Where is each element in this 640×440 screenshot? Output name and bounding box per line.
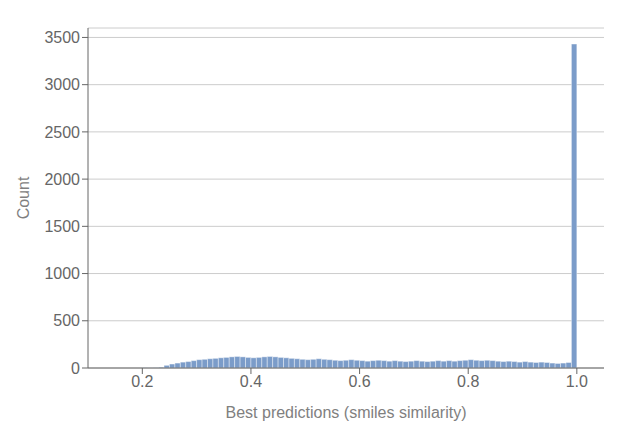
svg-text:0.8: 0.8 [457, 373, 479, 390]
svg-text:1.0: 1.0 [566, 373, 588, 390]
svg-text:500: 500 [53, 312, 80, 329]
svg-text:0.4: 0.4 [240, 373, 262, 390]
svg-text:3000: 3000 [44, 76, 80, 93]
svg-text:2500: 2500 [44, 124, 80, 141]
svg-text:0: 0 [71, 360, 80, 377]
svg-text:0.2: 0.2 [131, 373, 153, 390]
svg-text:1500: 1500 [44, 218, 80, 235]
svg-text:2000: 2000 [44, 171, 80, 188]
svg-text:1000: 1000 [44, 265, 80, 282]
svg-text:3500: 3500 [44, 29, 80, 46]
svg-text:0.6: 0.6 [348, 373, 370, 390]
svg-text:Best predictions (smiles simil: Best predictions (smiles similarity) [226, 404, 467, 421]
svg-text:Count: Count [15, 176, 32, 219]
